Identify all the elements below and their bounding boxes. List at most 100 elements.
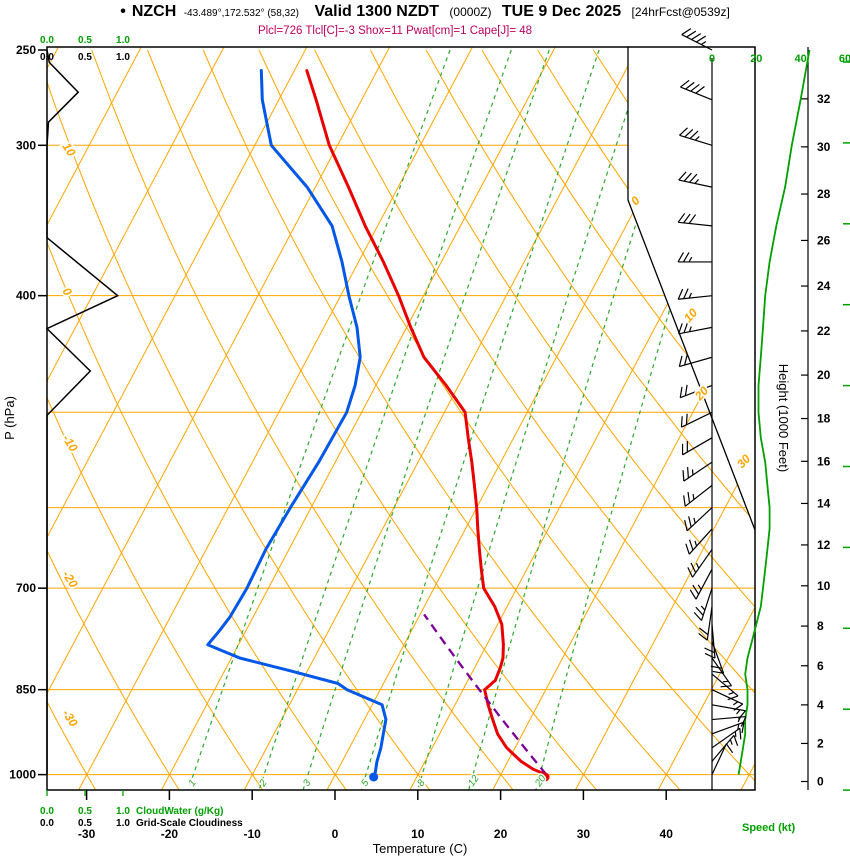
svg-text:1.0: 1.0 — [116, 35, 130, 46]
svg-text:-10: -10 — [244, 827, 262, 841]
mixing-ratio-line — [357, 49, 600, 790]
isotherm-line — [161, 47, 556, 790]
isotherm-line — [47, 47, 391, 790]
svg-text:850: 850 — [16, 683, 36, 697]
isotherm-line — [47, 47, 142, 790]
dry-adiabat-line — [537, 49, 755, 790]
mixing-ratio-line — [465, 49, 692, 790]
isotherm-line — [575, 47, 755, 790]
dry-adiabat-line — [47, 49, 442, 790]
svg-text:8: 8 — [817, 619, 824, 633]
svg-text:0.5: 0.5 — [78, 52, 92, 63]
svg-text:1.0: 1.0 — [116, 52, 130, 63]
cloudwater-label: CloudWater (g/Kg) — [136, 806, 223, 817]
svg-text:14: 14 — [817, 496, 831, 510]
svg-text:0: 0 — [817, 774, 824, 788]
forecast-ref: [24hrFcst@0539z] — [631, 5, 730, 19]
svg-text:60: 60 — [839, 53, 850, 65]
svg-text:28: 28 — [817, 187, 831, 201]
svg-text:12: 12 — [817, 538, 831, 552]
dry-adiabat-label: -10 — [59, 432, 80, 454]
svg-text:4: 4 — [817, 698, 824, 712]
dry-adiabat-line — [481, 49, 755, 790]
svg-text:-30: -30 — [78, 827, 96, 841]
dry-adiabat-line — [47, 49, 190, 790]
dry-adiabat-label: -20 — [59, 568, 80, 590]
svg-text:Height (1000 Feet): Height (1000 Feet) — [776, 364, 791, 472]
svg-text:P (hPa): P (hPa) — [2, 396, 17, 440]
dry-adiabat-line — [91, 49, 526, 790]
svg-text:700: 700 — [16, 581, 36, 595]
isotherm-line — [47, 47, 225, 790]
svg-text:300: 300 — [16, 138, 36, 152]
isotherm-line — [47, 47, 308, 790]
cloudiness-label: Grid-Scale Cloudiness — [136, 818, 243, 829]
surface-dewpoint-dot — [369, 772, 379, 782]
svg-text:0.0: 0.0 — [40, 818, 54, 829]
isotherm-line — [492, 47, 755, 790]
svg-text:40: 40 — [795, 53, 807, 65]
svg-text:16: 16 — [817, 454, 831, 468]
svg-text:Temperature (C): Temperature (C) — [373, 841, 468, 856]
dry-adiabat-line — [47, 49, 105, 790]
svg-text:0.0: 0.0 — [40, 806, 54, 817]
isotherm-label: 30 — [734, 451, 754, 471]
svg-text:0: 0 — [332, 827, 339, 841]
svg-text:2: 2 — [817, 736, 824, 750]
isotherm-line — [740, 47, 755, 790]
dry-adiabat-line — [592, 49, 755, 790]
svg-text:32: 32 — [817, 92, 831, 106]
isotherm-line — [657, 47, 755, 790]
wind-barbs — [677, 28, 747, 775]
temperature-curve — [305, 69, 548, 777]
mixing-ratio-label: 2 — [257, 777, 270, 789]
dry-adiabat-label: 0 — [59, 285, 75, 298]
dry-adiabat-line — [648, 49, 755, 790]
dry-adiabat-line — [202, 49, 695, 790]
svg-text:22: 22 — [817, 324, 831, 338]
pressure-axis: 250 300 400 700 850 1000 P (hPa) — [2, 43, 47, 782]
dry-adiabat-line — [147, 49, 610, 790]
dry-adiabat-line — [425, 49, 755, 790]
speed-profile-curve — [737, 49, 811, 775]
parcel-path-line — [423, 613, 548, 776]
mixing-ratio-label: 1 — [187, 778, 199, 789]
mixing-ratio-line — [414, 49, 648, 790]
background-grid — [47, 47, 755, 790]
mixing-ratio-label: 12 — [466, 773, 482, 789]
isotherm-line — [78, 47, 473, 790]
mixing-ratio-line — [299, 49, 550, 790]
station-coords: -43.489°,172.532° (58,32) — [183, 8, 300, 19]
dry-adiabat-label: -30 — [59, 707, 80, 729]
dewpoint-curve — [206, 69, 388, 777]
sounding-indices: Plcl=726 Tlcl[C]=-3 Shox=11 Pwat[cm]=1 C… — [257, 25, 533, 37]
mixing-ratio-line — [184, 49, 451, 790]
svg-text:1.0: 1.0 — [116, 818, 130, 829]
svg-text:Speed (kt): Speed (kt) — [742, 822, 796, 834]
cloud-scales: 0.00.00.00.00.50.50.50.51.01.01.01.0Clou… — [40, 35, 243, 829]
svg-text:24: 24 — [817, 279, 831, 293]
mixing-ratio-label: 3 — [301, 777, 313, 788]
dry-adiabat-line — [47, 49, 358, 790]
station-bullet: • — [120, 3, 126, 20]
svg-text:6: 6 — [817, 659, 824, 673]
chart-header: • NZCH -43.489°,172.532° (58,32) Valid 13… — [0, 3, 850, 21]
svg-text:-20: -20 — [161, 827, 179, 841]
chart-frame — [46, 46, 756, 791]
dry-adiabat-line — [47, 49, 274, 790]
valid-time: Valid 1300 NZDT — [314, 3, 439, 20]
isotherm-line — [243, 47, 639, 790]
svg-text:10: 10 — [817, 579, 831, 593]
svg-text:1.0: 1.0 — [116, 806, 130, 817]
isotherm-label: 10 — [681, 305, 701, 325]
svg-text:30: 30 — [817, 140, 831, 154]
svg-text:0.5: 0.5 — [78, 806, 92, 817]
svg-text:26: 26 — [817, 233, 831, 247]
svg-text:18: 18 — [817, 412, 831, 426]
svg-text:0.0: 0.0 — [40, 35, 54, 46]
valid-date: TUE 9 Dec 2025 — [501, 3, 622, 20]
dry-adiabat-line — [314, 49, 755, 790]
